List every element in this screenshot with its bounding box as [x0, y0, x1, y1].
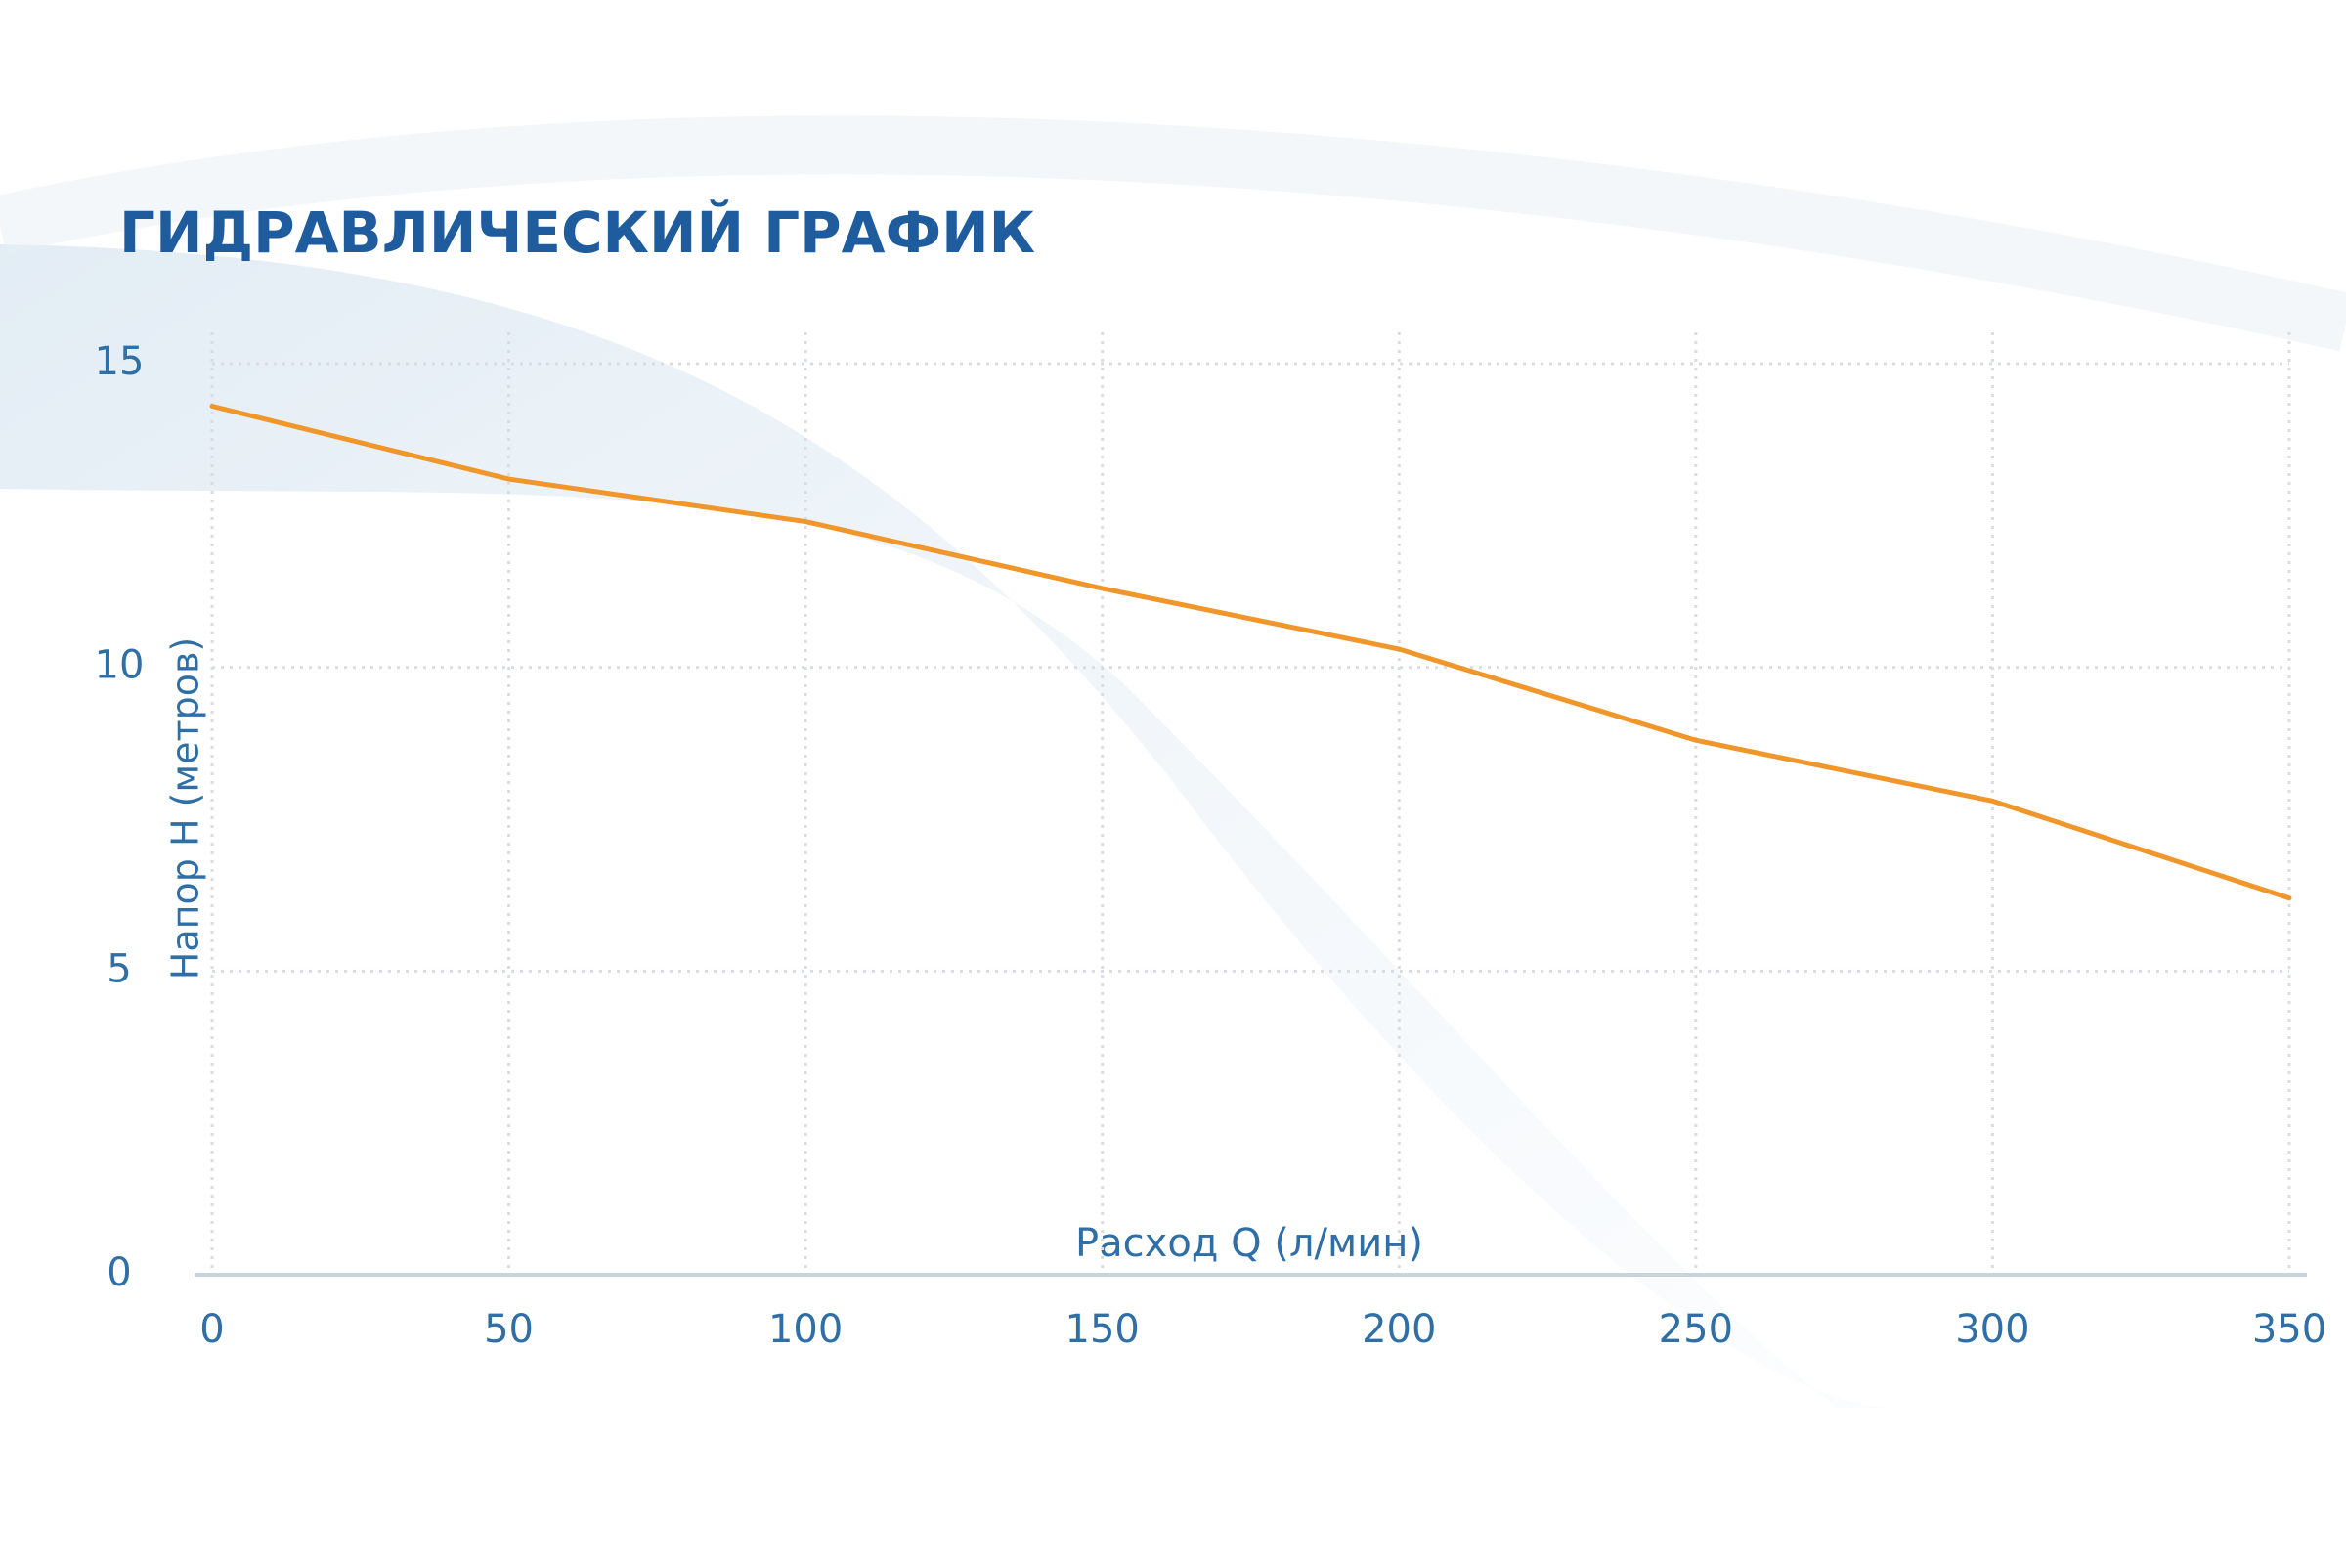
- x-tick-label: 300: [1955, 1307, 2029, 1352]
- y-tick-label: 5: [107, 946, 131, 991]
- y-tick-label: 10: [95, 643, 145, 688]
- x-tick-label: 100: [768, 1307, 843, 1352]
- x-axis-label: Расход Q (л/мин): [1075, 1221, 1423, 1266]
- background-swoosh: [0, 115, 2346, 1409]
- x-tick-label: 250: [1659, 1307, 1733, 1352]
- x-tick-label: 0: [199, 1307, 224, 1352]
- x-tick-label: 350: [2252, 1307, 2326, 1352]
- data-line: [209, 403, 2292, 901]
- y-axis-label: Напор Н (метров): [164, 637, 207, 980]
- x-tick-label: 200: [1362, 1307, 1436, 1352]
- x-tick-label: 50: [484, 1307, 534, 1352]
- x-tick-label: 150: [1065, 1307, 1140, 1352]
- y-tick-label: 15: [95, 339, 145, 384]
- y-tick-label: 0: [107, 1250, 131, 1295]
- chart-title: ГИДРАВЛИЧЕСКИЙ ГРАФИК: [119, 198, 1035, 266]
